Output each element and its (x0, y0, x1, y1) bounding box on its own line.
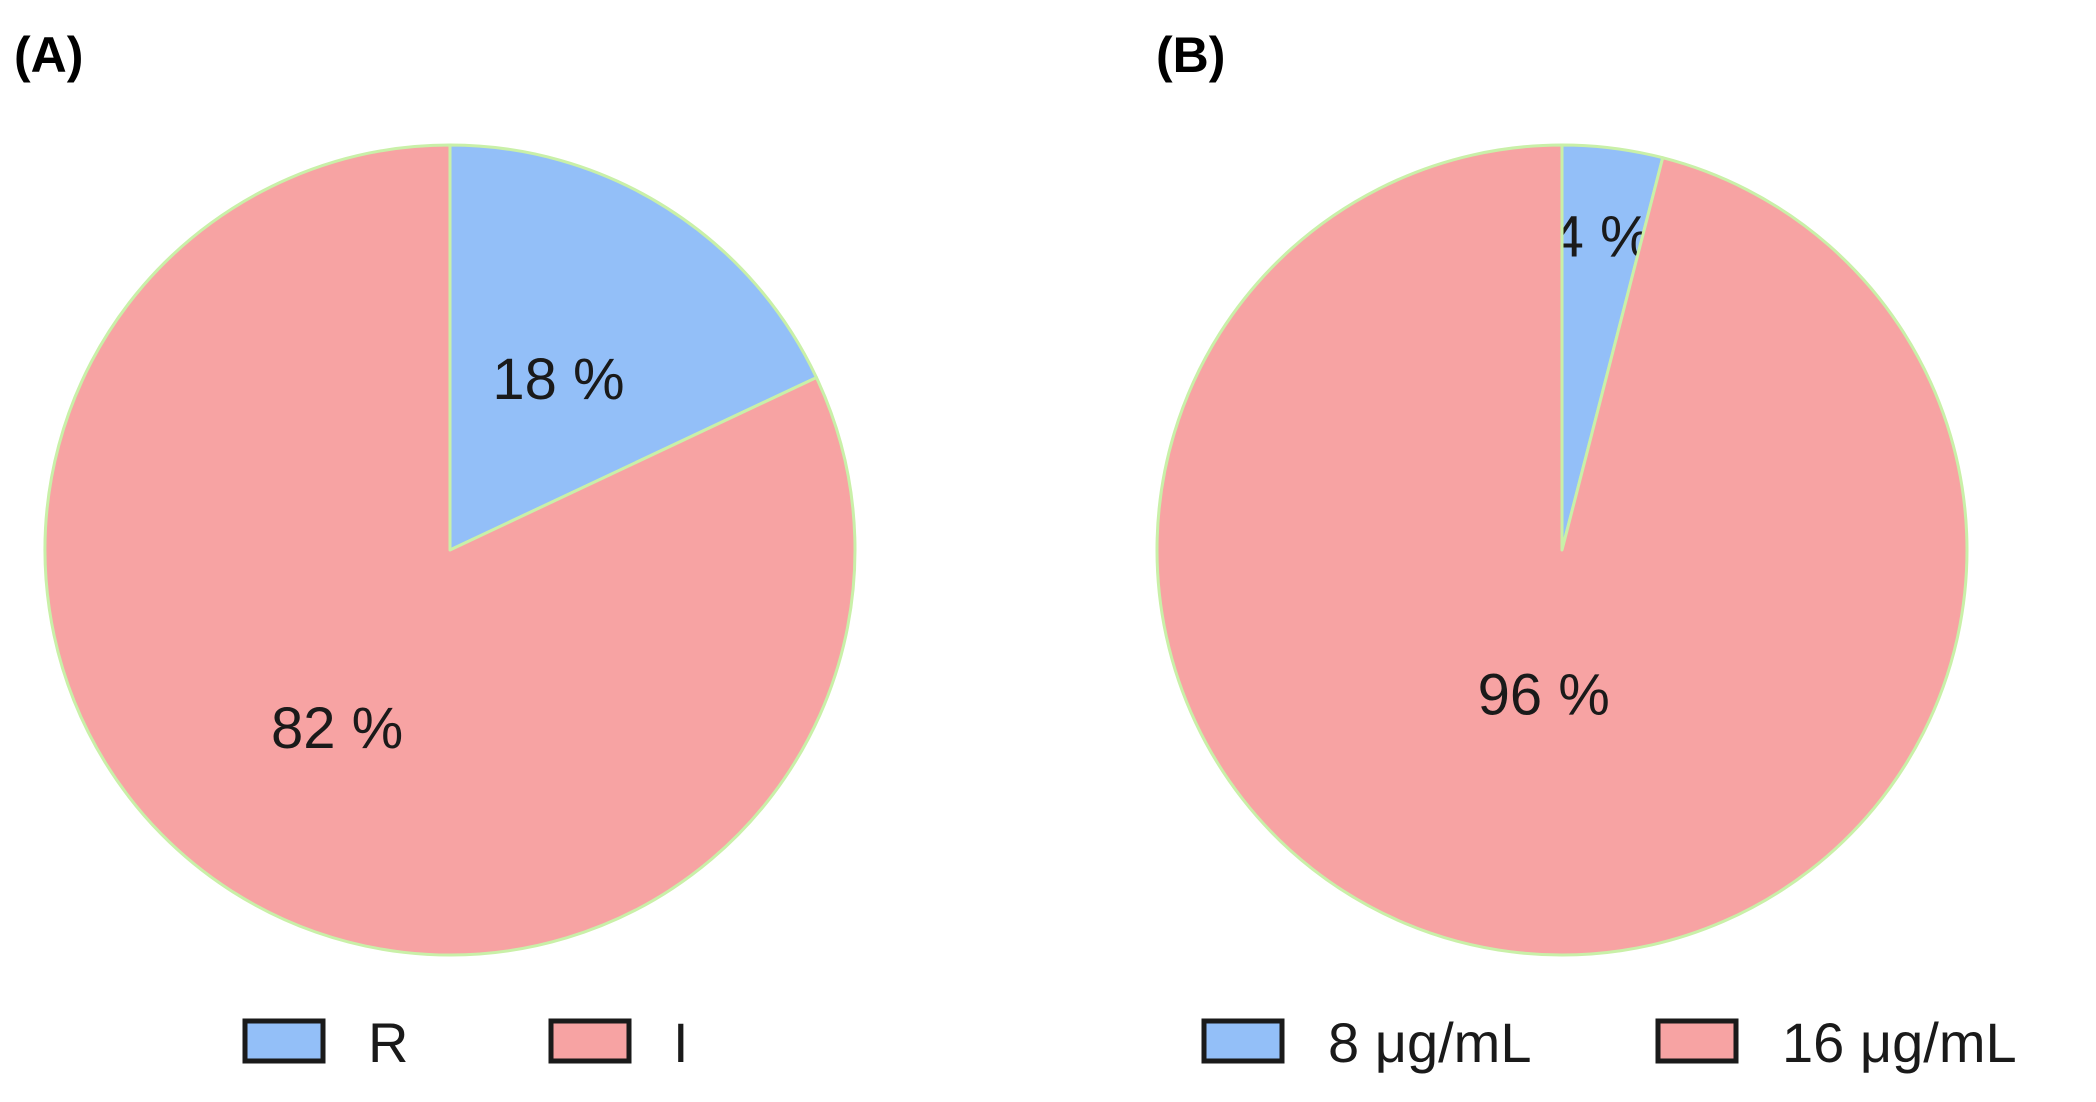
legend-b-label-1: 16 μg/mL (1782, 1011, 2017, 1074)
legend-b-swatch-0 (1201, 1018, 1285, 1064)
legend-a-swatch-0 (242, 1018, 326, 1064)
pie-a-data-label-0: 18 % (492, 347, 624, 412)
legend-a-swatch-1 (548, 1018, 632, 1064)
pie-a-data-label-1: 82 % (271, 696, 403, 761)
pie-b-data-label-0: 4 % (1552, 205, 1652, 270)
legend-a-label-1: I (673, 1011, 689, 1074)
legend-b: 8 μg/mL 16 μg/mL (1201, 1011, 2017, 1074)
pie-b: 4 % 96 % (1155, 143, 1969, 957)
panel-a: (A) 18 % 82 % R I (14, 27, 857, 1074)
pie-b-slice-1 (1155, 143, 1969, 957)
pie-a: 18 % 82 % (43, 143, 857, 957)
legend-a-label-0: R (368, 1011, 408, 1074)
legend-a: R I (242, 1011, 689, 1074)
legend-b-label-0: 8 μg/mL (1328, 1011, 1531, 1074)
pie-b-data-label-1: 96 % (1478, 663, 1610, 728)
pie-a-slice-1 (43, 143, 857, 957)
panel-b-label: (B) (1156, 27, 1225, 83)
panel-b: (B) 4 % 96 % 8 μg/mL 16 μg/mL (1155, 27, 2017, 1074)
panel-a-label: (A) (14, 27, 83, 83)
pie-a-slice-0 (448, 143, 818, 552)
legend-b-swatch-1 (1655, 1018, 1739, 1064)
